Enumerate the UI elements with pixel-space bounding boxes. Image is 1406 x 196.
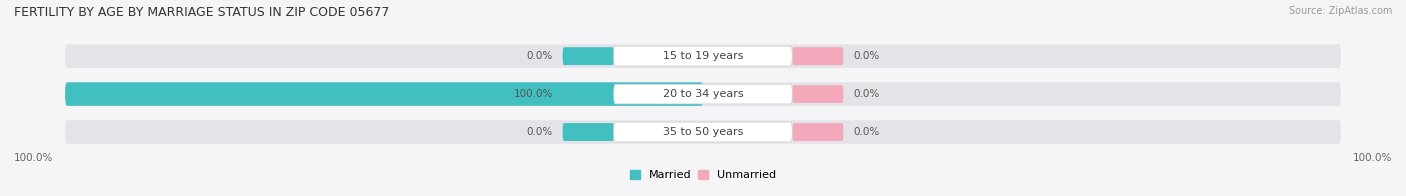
Text: 35 to 50 years: 35 to 50 years <box>662 127 744 137</box>
FancyBboxPatch shape <box>613 122 793 142</box>
Text: 15 to 19 years: 15 to 19 years <box>662 51 744 61</box>
FancyBboxPatch shape <box>793 47 844 65</box>
Text: 0.0%: 0.0% <box>527 51 553 61</box>
Text: 0.0%: 0.0% <box>853 127 879 137</box>
Text: 0.0%: 0.0% <box>853 51 879 61</box>
FancyBboxPatch shape <box>613 84 793 104</box>
FancyBboxPatch shape <box>65 82 703 106</box>
FancyBboxPatch shape <box>793 123 844 141</box>
FancyBboxPatch shape <box>65 44 1341 68</box>
Text: FERTILITY BY AGE BY MARRIAGE STATUS IN ZIP CODE 05677: FERTILITY BY AGE BY MARRIAGE STATUS IN Z… <box>14 6 389 19</box>
Text: 0.0%: 0.0% <box>853 89 879 99</box>
FancyBboxPatch shape <box>793 85 844 103</box>
Text: Source: ZipAtlas.com: Source: ZipAtlas.com <box>1288 6 1392 16</box>
FancyBboxPatch shape <box>562 85 613 103</box>
Text: 100.0%: 100.0% <box>14 153 53 163</box>
Legend: Married, Unmarried: Married, Unmarried <box>630 170 776 180</box>
Text: 20 to 34 years: 20 to 34 years <box>662 89 744 99</box>
FancyBboxPatch shape <box>65 120 1341 144</box>
FancyBboxPatch shape <box>562 47 613 65</box>
Text: 100.0%: 100.0% <box>513 89 553 99</box>
Text: 100.0%: 100.0% <box>1353 153 1392 163</box>
FancyBboxPatch shape <box>65 82 1341 106</box>
Text: 0.0%: 0.0% <box>527 127 553 137</box>
FancyBboxPatch shape <box>613 46 793 66</box>
FancyBboxPatch shape <box>562 123 613 141</box>
